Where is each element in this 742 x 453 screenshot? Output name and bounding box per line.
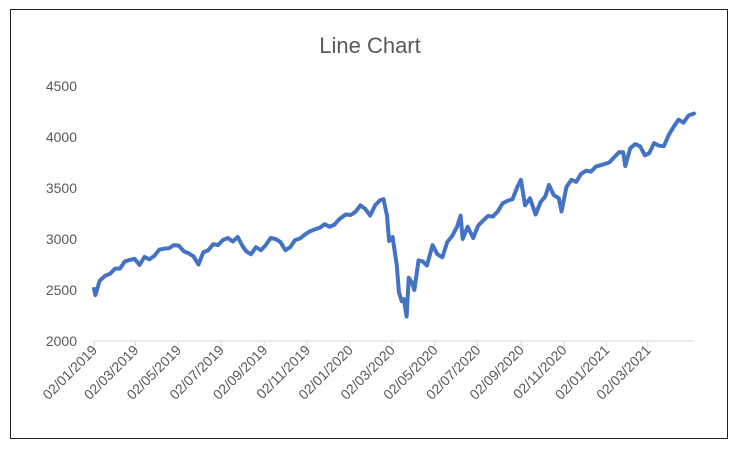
y-axis-labels: 2000 2500 3000 3500 4000 4500 — [46, 78, 77, 349]
x-axis — [93, 340, 694, 346]
x-axis-labels: 02/01/201902/03/201902/05/201902/07/2019… — [39, 342, 654, 403]
y-tick-label: 2000 — [46, 333, 77, 349]
chart-title: Line Chart — [319, 33, 421, 58]
line-chart: Line Chart 2000 2500 3000 3500 4000 4500 02/0… — [39, 33, 696, 403]
y-tick-label: 2500 — [46, 282, 77, 298]
y-tick-label: 3500 — [46, 180, 77, 196]
y-tick-label: 4500 — [46, 78, 77, 94]
series-line — [92, 111, 696, 319]
y-tick-label: 3000 — [46, 231, 77, 247]
y-tick-label: 4000 — [46, 129, 77, 145]
chart-area: Line Chart 2000 2500 3000 3500 4000 4500 02/0… — [10, 9, 728, 439]
